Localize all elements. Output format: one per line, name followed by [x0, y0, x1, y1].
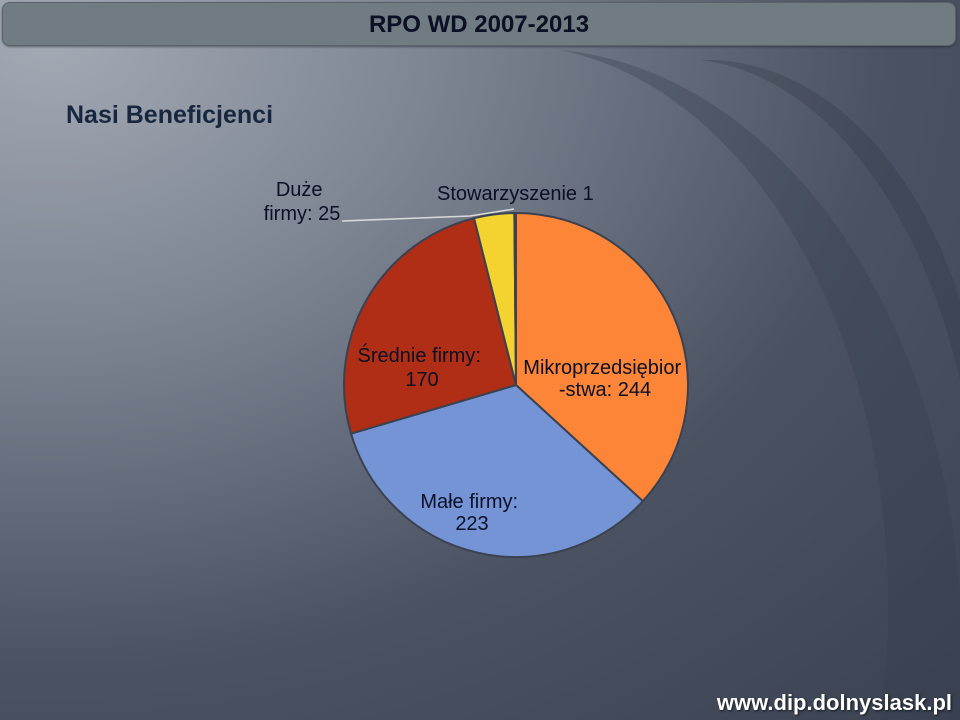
slice-label-mikro: Mikroprzedsiębior -stwa: 244: [523, 357, 686, 401]
leader-line-stowarzyszenie: [469, 208, 515, 217]
slice-label-stowarzyszenie: Stowarzyszenie 1: [437, 183, 594, 205]
slice-label-male: Małe firmy: 223: [420, 491, 523, 535]
leader-line-duze: [341, 215, 471, 222]
pie-slice-2: [343, 216, 518, 435]
page-subtitle: Nasi Beneficjenci: [66, 101, 274, 129]
title-bar: RPO WD 2007-2013: [2, 2, 956, 46]
pie-slices: [343, 211, 689, 558]
slide-title: RPO WD 2007-2013: [368, 11, 590, 38]
pie-slice-1: [349, 383, 645, 558]
pie-slice-0: [515, 211, 689, 503]
footer-url: www.dip.dolnyslask.pl: [716, 690, 952, 715]
pie-slice-4: [513, 211, 517, 386]
slice-label-srednie: Średnie firmy: 170: [358, 343, 487, 391]
slice-label-duze: Duże firmy: 25: [264, 179, 341, 225]
